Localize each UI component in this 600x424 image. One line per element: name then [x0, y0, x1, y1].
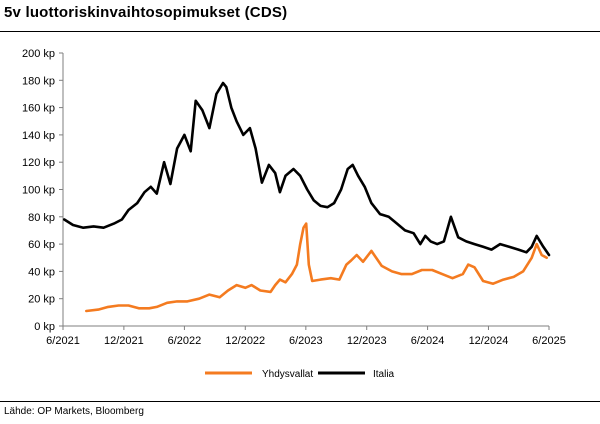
y-tick-label: 80 kp — [28, 212, 55, 224]
y-tick-label: 180 kp — [22, 75, 55, 87]
x-tick-label: 6/2025 — [532, 335, 566, 347]
y-tick-label: 40 kp — [28, 266, 55, 278]
y-axis: 0 kp 20 kp 40 kp 60 kp 80 kp 100 kp 120 kp 140 … — [22, 48, 64, 333]
y-tick-label: 20 kp — [28, 294, 55, 306]
cds-line-chart: 0 kp 20 kp 40 kp 60 kp 80 kp 100 kp 120 kp 140 … — [22, 48, 566, 380]
legend-label-italy: Italia — [373, 369, 395, 380]
source-note: Lähde: OP Markets, Bloomberg — [4, 406, 144, 417]
title-divider — [0, 31, 600, 32]
y-tick-label: 120 kp — [22, 157, 55, 169]
x-tick-label: 12/2021 — [104, 335, 144, 347]
x-tick-label: 6/2023 — [289, 335, 323, 347]
y-tick-label: 140 kp — [22, 130, 55, 142]
legend-label-usa: Yhdysvallat — [262, 369, 313, 380]
x-tick-label: 12/2023 — [347, 335, 387, 347]
y-tick-label: 200 kp — [22, 48, 55, 60]
source-divider — [0, 401, 600, 402]
y-tick-label: 60 kp — [28, 239, 55, 251]
x-tick-label: 12/2022 — [225, 335, 265, 347]
x-tick-label: 6/2022 — [168, 335, 202, 347]
x-tick-label: 12/2024 — [469, 335, 509, 347]
x-tick-label: 6/2021 — [46, 335, 80, 347]
legend: Yhdysvallat Italia — [205, 369, 395, 380]
x-tick-label: 6/2024 — [411, 335, 445, 347]
series-layer — [63, 81, 551, 313]
chart-title: 5v luottoriskinvaihtosopimukset (CDS) — [4, 4, 288, 21]
italy-series-line — [63, 81, 551, 257]
x-axis: 6/2021 12/2021 6/2022 12/2022 6/2023 12/2023 6… — [46, 325, 566, 347]
y-tick-label: 100 kp — [22, 185, 55, 197]
y-tick-label: 160 kp — [22, 103, 55, 115]
usa-series-line — [85, 222, 549, 313]
y-tick-label: 0 kp — [34, 321, 55, 333]
